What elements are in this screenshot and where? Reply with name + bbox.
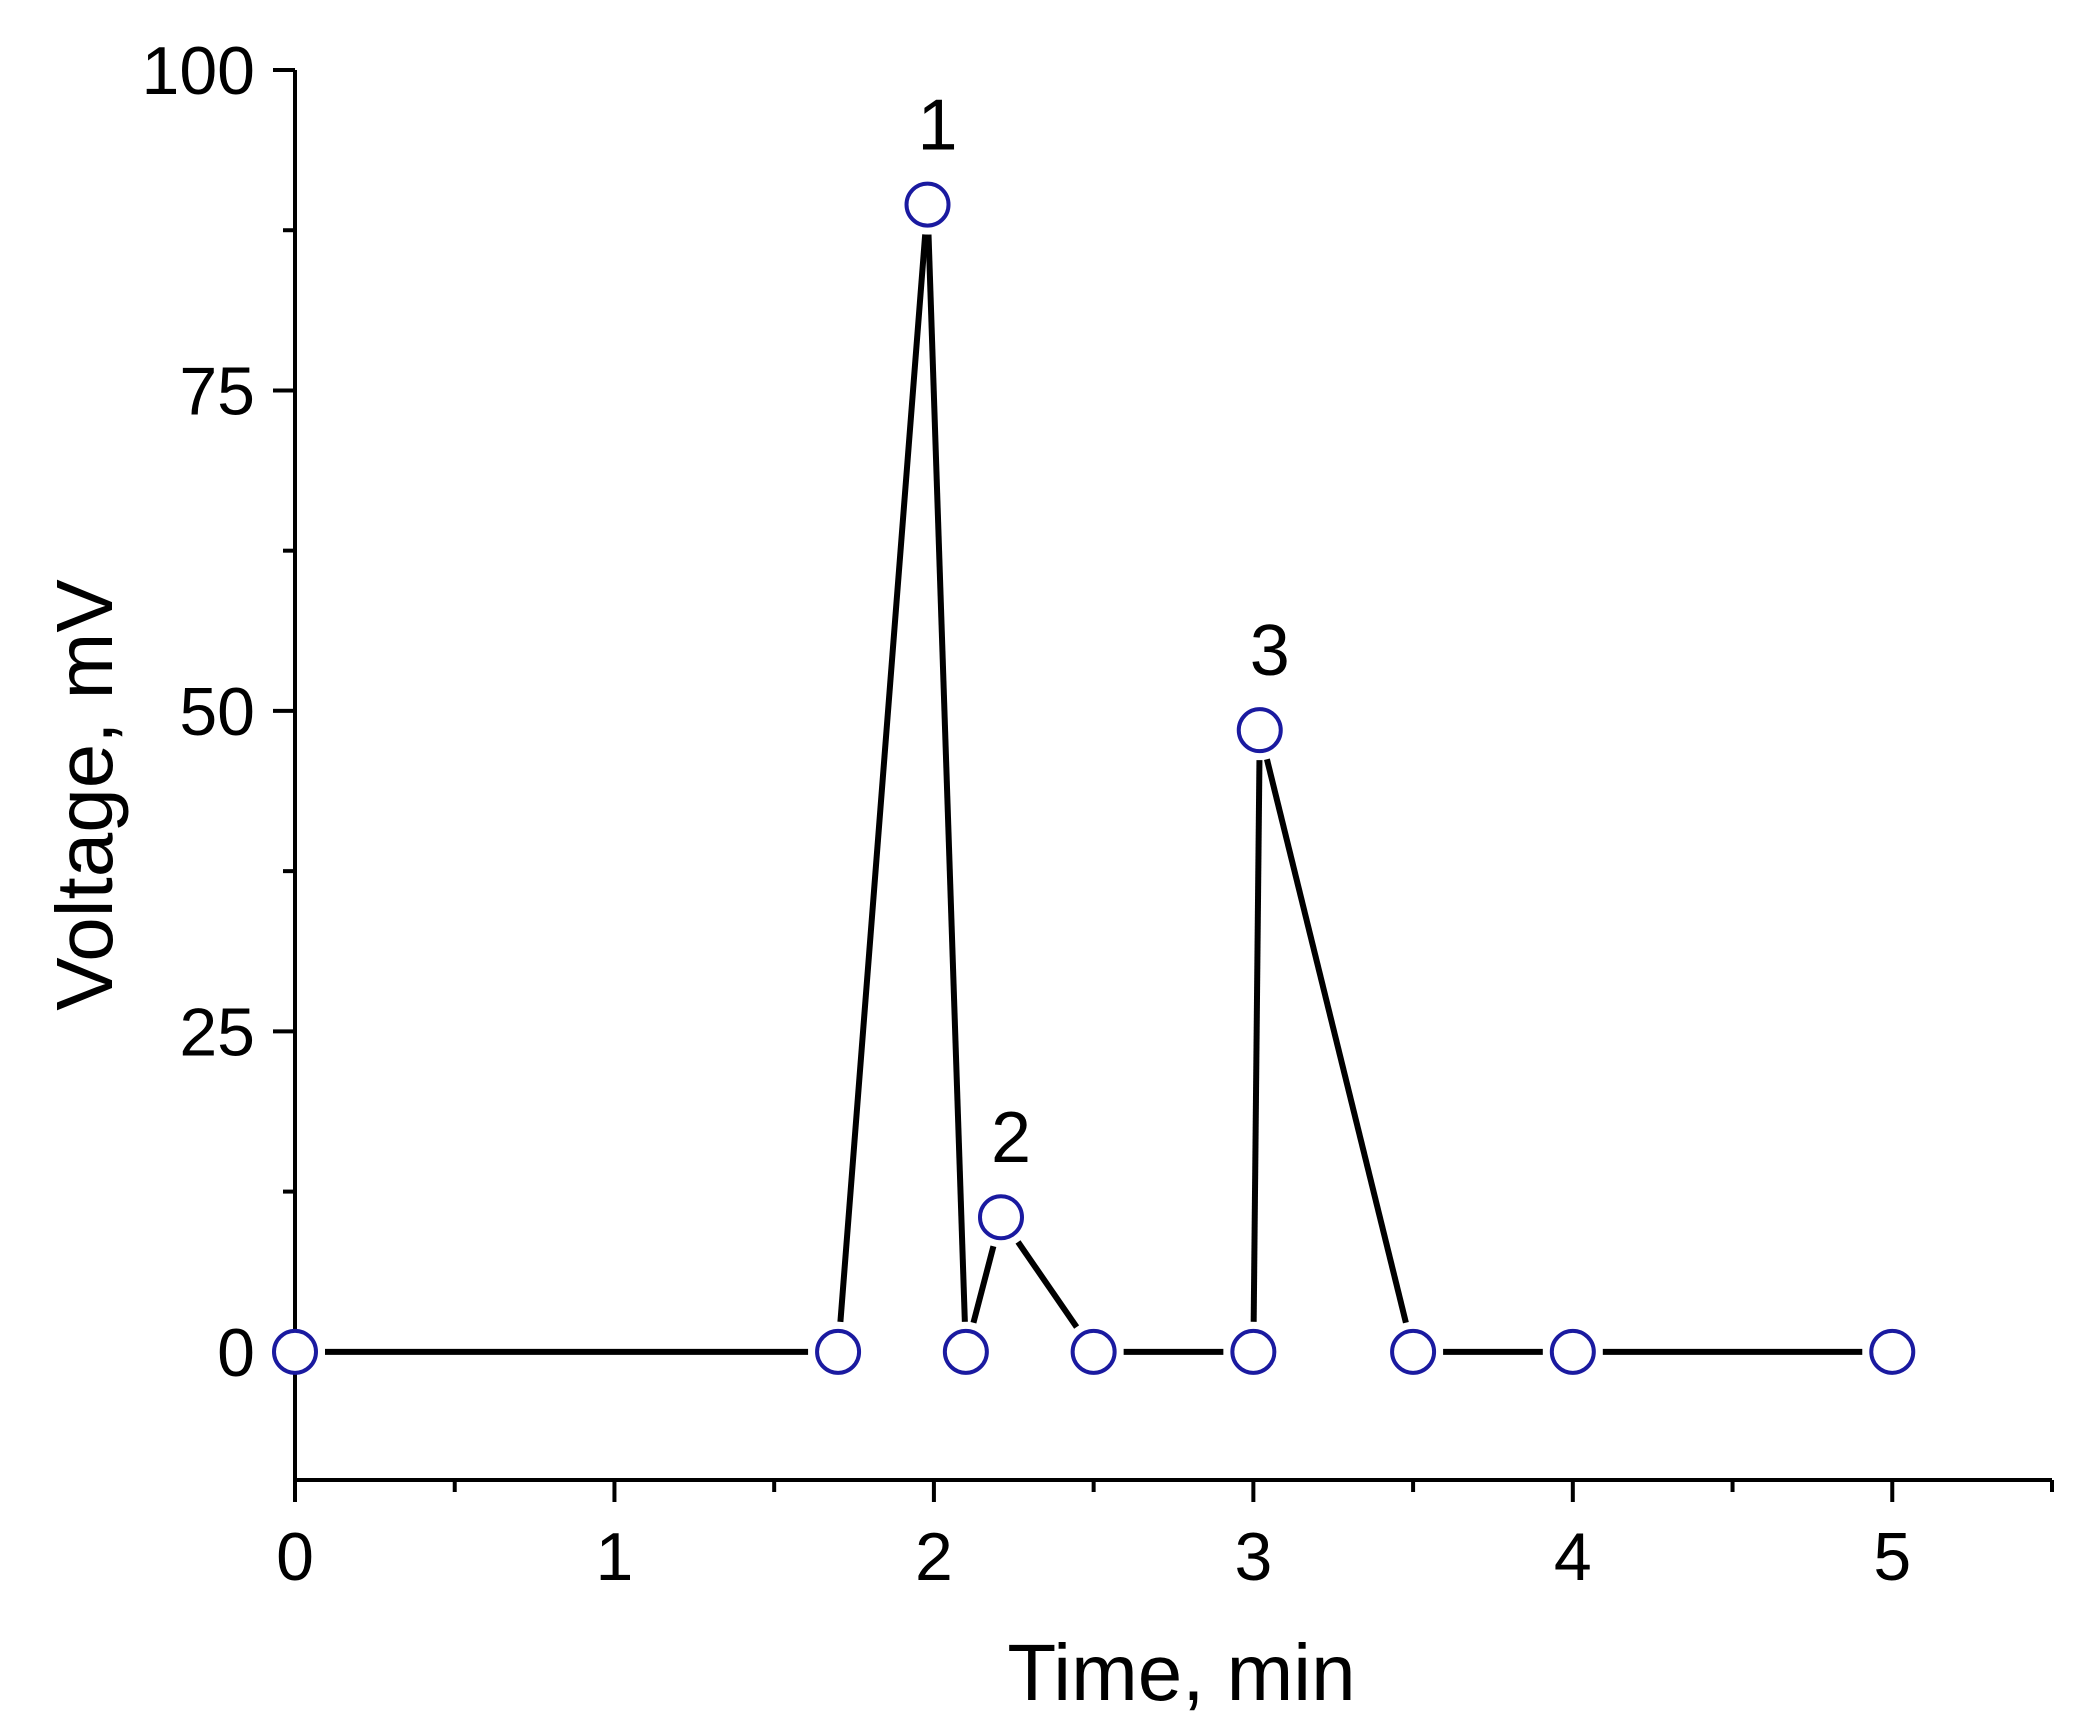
peak-label: 3 — [1250, 611, 1290, 691]
x-axis-label: Time, min — [1007, 1628, 1355, 1717]
y-axis-label: Voltage, mV — [40, 579, 129, 1011]
series-line-segment — [1250, 760, 1263, 1322]
data-point — [977, 1194, 1024, 1241]
y-tick-label: 0 — [217, 1315, 255, 1391]
data-point — [942, 1328, 989, 1375]
y-tick-label: 50 — [179, 674, 255, 750]
series-line-segment — [925, 234, 968, 1322]
series-line-segment — [1015, 1240, 1080, 1329]
x-tick-label: 5 — [1873, 1519, 1911, 1595]
annotation-layer: 1 2 3 — [917, 86, 1289, 1179]
data-point — [904, 181, 951, 228]
data-point — [272, 1328, 318, 1375]
axes-layer — [293, 70, 2052, 1482]
data-point — [1236, 707, 1283, 754]
peak-label: 1 — [917, 86, 957, 166]
series-line-segment — [837, 234, 929, 1323]
data-point — [1070, 1328, 1117, 1375]
data-point — [815, 1328, 862, 1375]
x-ticks: 0 1 2 3 4 5 — [276, 1480, 2054, 1595]
peak-label: 2 — [991, 1098, 1031, 1178]
data-point — [1549, 1328, 1596, 1375]
y-tick-label: 75 — [179, 353, 255, 429]
y-tick-label: 25 — [179, 994, 255, 1070]
y-tick-label: 100 — [142, 33, 255, 109]
x-tick-label: 0 — [276, 1519, 314, 1595]
x-tick-label: 2 — [915, 1519, 953, 1595]
series-line-segment — [1264, 758, 1409, 1324]
points-layer — [272, 181, 1916, 1375]
data-point — [1869, 1328, 1916, 1375]
data-point — [1230, 1328, 1277, 1375]
y-ticks: 0 25 50 75 100 — [142, 33, 295, 1391]
series-line-segment — [970, 1245, 997, 1324]
data-point — [1390, 1328, 1437, 1375]
x-tick-label: 1 — [596, 1519, 634, 1595]
series-layer — [325, 234, 1863, 1355]
x-tick-label: 4 — [1554, 1519, 1592, 1595]
x-tick-label: 3 — [1234, 1519, 1272, 1595]
